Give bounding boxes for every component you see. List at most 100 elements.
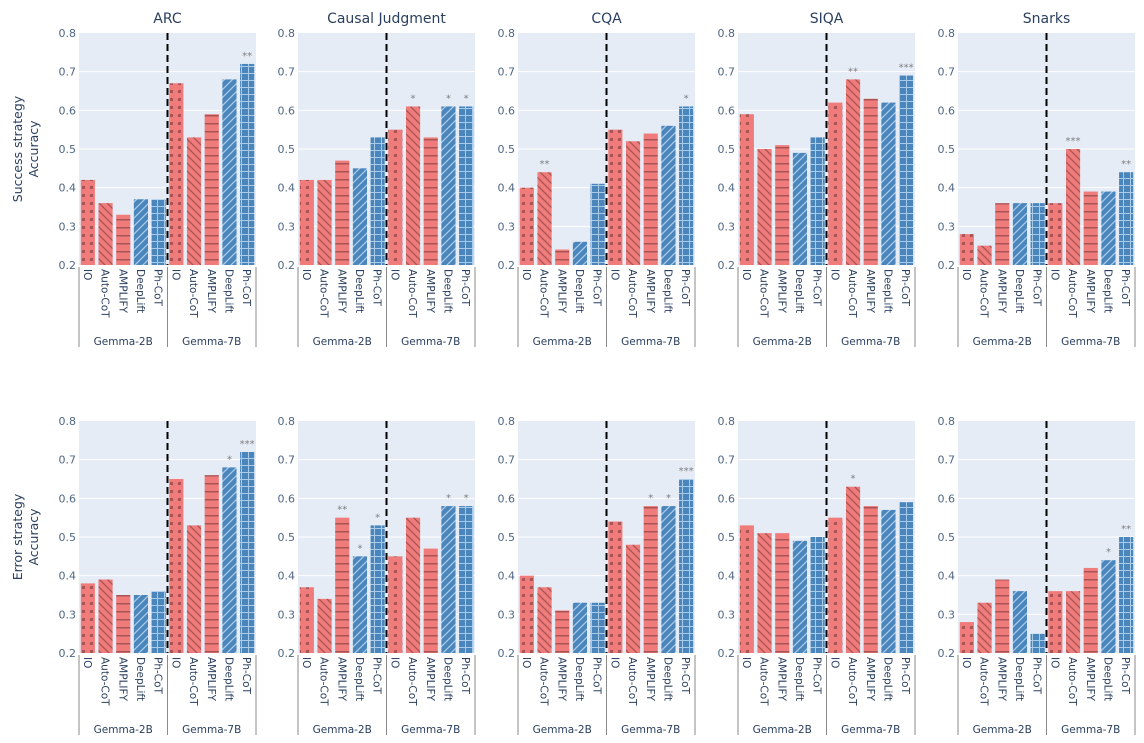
y-tick-label: 0.7 [718,454,736,467]
x-tick-label: DeepLift [353,269,365,313]
bar-gemma-7b-io [1048,203,1063,265]
group-label: Gemma-7B [1061,336,1120,348]
subplot-title: Causal Judgment [327,11,446,27]
x-tick-label: Auto-CoT [1066,269,1078,318]
bar-gemma-2b-deeplift [792,540,808,653]
group-label: Gemma-2B [313,724,372,736]
bar-gemma-7b-ph-cot [459,106,474,265]
bar-gemma-2b-auto-cot [757,533,772,653]
y-tick-label: 0.6 [59,492,77,505]
subplot-title: Snarks [1023,11,1071,27]
x-tick-label: Ph-CoT [1031,657,1043,695]
bar-gemma-2b-amplify [335,160,350,265]
significance-label: * [411,93,416,104]
y-tick-label: 0.3 [718,608,736,621]
bar-gemma-2b-auto-cot [977,602,992,653]
x-tick-label: Auto-CoT [846,657,858,706]
y-tick-label: 0.8 [938,415,956,428]
y-tick-label: 0.8 [938,27,956,40]
x-tick-label: Auto-CoT [99,657,111,706]
y-tick-label: 0.5 [59,143,77,156]
group-label: Gemma-7B [401,336,460,348]
y-tick-label: 0.7 [498,454,516,467]
bar-gemma-2b-ph-cot [810,137,825,265]
bar-gemma-2b-amplify [335,517,350,653]
significance-label: *** [240,439,255,450]
x-tick-label: AMPLIFY [1084,269,1096,314]
bar-gemma-7b-io [828,517,843,653]
group-label: Gemma-2B [973,336,1032,348]
bar-gemma-7b-auto-cot [186,525,202,653]
y-tick-label: 0.3 [59,220,77,233]
y-tick-label: 0.8 [278,415,296,428]
y-tick-label: 0.5 [718,531,736,544]
bar-gemma-2b-ph-cot [370,137,385,265]
x-tick-label: AMPLIFY [864,269,876,314]
y-axis-title: Error strategy Accuracy [10,493,41,580]
x-tick-label: Auto-CoT [187,269,199,318]
y-tick-label: 0.3 [938,220,956,233]
bar-gemma-2b-io [739,525,754,653]
bar-gemma-2b-io [519,575,534,653]
bar-gemma-7b-amplify [863,98,878,265]
x-tick-label: Ph-CoT [459,269,471,307]
y-tick-label: 0.5 [278,531,296,544]
x-tick-label: Auto-CoT [758,269,770,318]
bar-gemma-7b-io [169,479,184,653]
y-tick-label: 0.7 [938,66,956,79]
subplot: 0.2 0.3 0.4 0.5 0.6 0.7 0.8 CQA IO ** Auto-CoT AMPL… [498,11,696,348]
bar-gemma-2b-io [299,587,314,653]
bar-gemma-7b-ph-cot [1119,537,1134,653]
x-tick-label: AMPLIFY [775,657,787,702]
bar-gemma-7b-auto-cot [845,79,861,266]
bar-gemma-7b-auto-cot [405,517,421,653]
bar-gemma-2b-ph-cot [590,183,605,265]
y-tick-label: 0.6 [498,104,516,117]
bar-gemma-7b-auto-cot [186,137,202,265]
bar-gemma-2b-deeplift [352,168,368,265]
x-tick-label: IO [300,657,312,668]
y-tick-label: 0.8 [59,415,77,428]
x-tick-label: DeepLift [1013,657,1025,701]
x-tick-label: IO [1048,657,1060,668]
x-tick-label: Ph-CoT [591,269,603,307]
x-tick-label: DeepLift [1101,269,1113,313]
bar-gemma-2b-ph-cot [1030,633,1045,653]
x-tick-label: AMPLIFY [995,269,1007,314]
subplot: 0.2 0.3 0.4 0.5 0.6 0.7 0.8 IO Auto-CoT AMPLIFY De… [938,415,1136,736]
y-tick-label: 0.6 [498,492,516,505]
bar-gemma-7b-ph-cot [240,451,255,653]
x-tick-label: IO [169,269,181,280]
bar-gemma-2b-deeplift [133,199,149,265]
y-tick-label: 0.5 [59,531,77,544]
group-label: Gemma-2B [533,336,592,348]
y-tick-label: 0.3 [498,220,516,233]
bar-gemma-2b-amplify [555,249,570,265]
y-tick-label: 0.3 [938,608,956,621]
bar-gemma-7b-ph-cot [459,506,474,653]
x-tick-label: DeepLift [222,269,234,313]
significance-label: ** [848,66,858,77]
y-tick-label: 0.7 [938,454,956,467]
y-tick-label: 0.2 [498,647,516,660]
y-tick-label: 0.5 [718,143,736,156]
group-label: Gemma-7B [182,336,241,348]
bar-gemma-7b-deeplift [1101,560,1116,653]
bar-gemma-2b-deeplift [572,602,588,653]
subplot: 0.2 0.3 0.4 0.5 0.6 0.7 0.8 ARC IO Auto-CoT AMPLIF… [59,11,257,348]
significance-label: * [375,512,380,523]
bar-gemma-2b-deeplift [572,241,588,265]
bar-gemma-2b-io [80,583,95,653]
bar-gemma-7b-deeplift [881,509,896,653]
subplot: 0.2 0.3 0.4 0.5 0.6 0.7 0.8 IO Auto-CoT AMPLIFY De… [718,415,916,736]
y-tick-label: 0.8 [718,415,736,428]
y-tick-label: 0.4 [498,570,516,583]
y-tick-label: 0.5 [278,143,296,156]
x-tick-label: DeepLift [134,657,146,701]
y-tick-label: 0.2 [718,259,736,272]
bar-gemma-2b-io [80,179,95,265]
group-label: Gemma-7B [401,724,460,736]
subplot-title: ARC [153,11,182,27]
x-tick-label: Ph-CoT [152,657,164,695]
y-tick-label: 0.6 [718,104,736,117]
